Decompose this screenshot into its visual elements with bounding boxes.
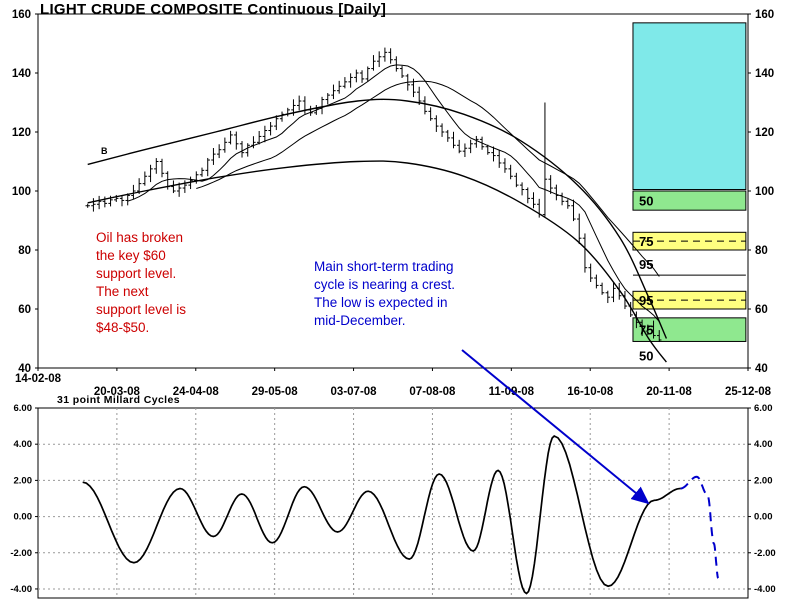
svg-text:6.00: 6.00 <box>754 403 773 414</box>
svg-text:0.00: 0.00 <box>14 512 33 523</box>
svg-text:140: 140 <box>755 68 774 80</box>
svg-text:60: 60 <box>18 304 31 316</box>
svg-text:2.00: 2.00 <box>14 475 33 486</box>
svg-text:2.00: 2.00 <box>754 475 773 486</box>
svg-text:4.00: 4.00 <box>754 439 773 450</box>
support-level-note: Oil has broken the key $60 support level… <box>96 230 187 335</box>
b-signal-marker: B <box>101 146 108 156</box>
trading-cycle-note: Main short-term trading cycle is nearing… <box>314 259 456 328</box>
svg-text:140: 140 <box>12 68 31 80</box>
svg-text:160: 160 <box>12 9 31 21</box>
svg-text:50: 50 <box>639 194 653 209</box>
svg-text:80: 80 <box>755 245 768 257</box>
svg-text:160: 160 <box>755 9 774 21</box>
svg-text:120: 120 <box>755 127 774 139</box>
svg-text:-4.00: -4.00 <box>10 584 32 595</box>
chart-title: LIGHT CRUDE COMPOSITE Continuous [Daily] <box>40 1 387 18</box>
svg-text:75: 75 <box>639 323 653 338</box>
svg-text:29-05-08: 29-05-08 <box>252 386 299 398</box>
svg-text:40: 40 <box>18 363 31 375</box>
svg-text:-2.00: -2.00 <box>754 548 776 559</box>
svg-text:95: 95 <box>639 257 653 272</box>
cycles-panel-title: 31 point Millard Cycles <box>57 394 180 406</box>
svg-text:24-04-08: 24-04-08 <box>173 386 220 398</box>
svg-text:03-07-08: 03-07-08 <box>331 386 378 398</box>
svg-text:14-02-08: 14-02-08 <box>15 373 62 385</box>
svg-text:6.00: 6.00 <box>14 403 33 414</box>
svg-text:95: 95 <box>639 293 653 308</box>
svg-text:0.00: 0.00 <box>754 512 773 523</box>
svg-text:20-03-08: 20-03-08 <box>94 386 141 398</box>
svg-text:25-12-08: 25-12-08 <box>725 386 772 398</box>
svg-text:16-10-08: 16-10-08 <box>567 386 614 398</box>
svg-text:80: 80 <box>18 245 31 257</box>
svg-text:100: 100 <box>12 186 31 198</box>
svg-text:75: 75 <box>639 234 653 249</box>
svg-text:-4.00: -4.00 <box>754 584 776 595</box>
svg-text:07-08-08: 07-08-08 <box>409 386 456 398</box>
svg-text:-2.00: -2.00 <box>10 548 32 559</box>
svg-text:120: 120 <box>12 127 31 139</box>
svg-text:4.00: 4.00 <box>14 439 33 450</box>
svg-text:50: 50 <box>639 348 653 363</box>
svg-text:20-11-08: 20-11-08 <box>646 386 692 398</box>
svg-text:40: 40 <box>755 363 768 375</box>
svg-text:100: 100 <box>755 186 774 198</box>
svg-text:60: 60 <box>755 304 768 316</box>
